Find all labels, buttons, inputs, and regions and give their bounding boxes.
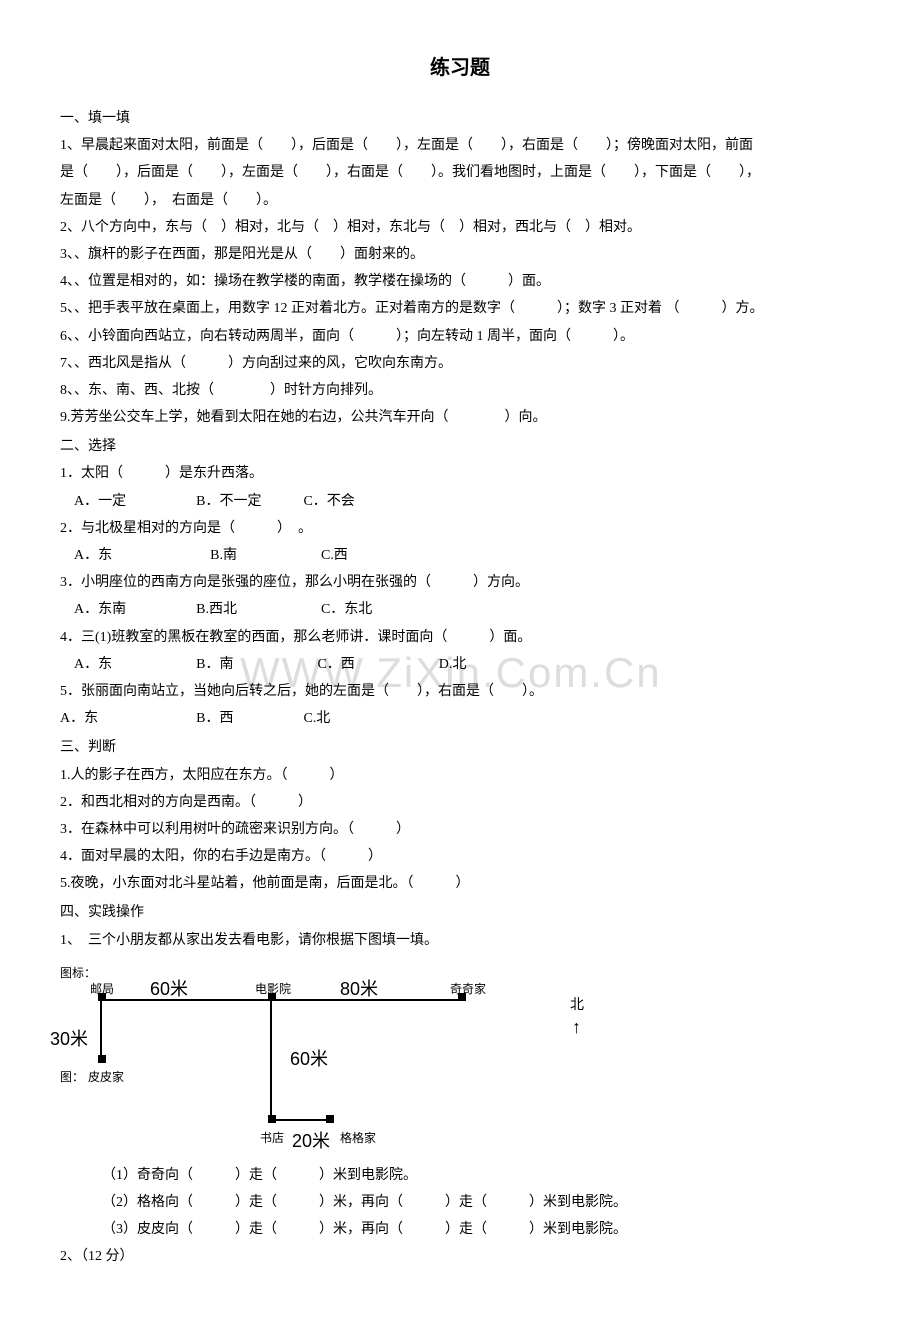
s1-q1c: 左面是（ ）， 右面是（ ）。: [60, 188, 860, 213]
s2-q4opt: A．东 B．南 C．西 D.北: [60, 652, 860, 677]
line-dianyingyuan-shudian: [270, 999, 272, 1119]
s2-q1opt: A．一定 B．不一定 C．不会: [60, 489, 860, 514]
s2-q4: 4．三(1)班教室的黑板在教室的西面，那么老师讲．课时面向（ ）面。: [60, 625, 860, 650]
s4-sub1: （1）奇奇向（ ）走（ ）米到电影院。: [60, 1163, 860, 1188]
qiqijia-label: 奇奇家: [450, 979, 486, 1001]
gegejia-label: 格格家: [340, 1128, 376, 1150]
s1-q4: 4、、位置是相对的，如：操场在教学楼的南面，教学楼在操场的（ ）面。: [60, 269, 860, 294]
section2-head: 二、选择: [60, 434, 860, 459]
map-diagram: 图标： 邮局 60米 电影院 80米 奇奇家 30米 图： 皮皮家 60米 书店…: [60, 963, 680, 1153]
s4-sub3: （3）皮皮向（ ）走（ ）米，再向（ ）走（ ）米到电影院。: [60, 1217, 860, 1242]
d60b-label: 60米: [290, 1043, 328, 1075]
s4-q2: 2、（12 分）: [60, 1244, 860, 1269]
tu-label: 图：: [60, 1067, 84, 1089]
north-arrow-icon: ↑: [572, 1011, 581, 1043]
s3-q1: 1.人的影子在西方，太阳应在东方。（ ）: [60, 763, 860, 788]
s2-q3opt: A．东南 B.西北 C．东北: [60, 597, 860, 622]
s1-q8: 8、、东、南、西、北按（ ）时针方向排列。: [60, 378, 860, 403]
section3-head: 三、判断: [60, 735, 860, 760]
s1-q6: 6、、小铃面向西站立，向右转动两周半，面向（ ）；向左转动 1 周半，面向（ ）…: [60, 324, 860, 349]
s1-q1a: 1、早晨起来面对太阳，前面是（ ），后面是（ ），左面是（ ），右面是（ ）；傍…: [60, 133, 860, 158]
section1-head: 一、填一填: [60, 106, 860, 131]
pipijia-label: 皮皮家: [88, 1067, 124, 1089]
s3-q2: 2．和西北相对的方向是西南。（ ）: [60, 790, 860, 815]
s2-q2opt: A．东 B.南 C.西: [60, 543, 860, 568]
s2-q5opt: A．东 B．西 C.北: [60, 706, 860, 731]
node-pipijia: [98, 1055, 106, 1063]
shudian-label: 书店: [260, 1128, 284, 1150]
s2-q1: 1．太阳（ ）是东升西落。: [60, 461, 860, 486]
line-dianyingyuan-qiqijia: [268, 999, 466, 1001]
d20-label: 20米: [292, 1125, 330, 1157]
s2-q3: 3．小明座位的西南方向是张强的座位，那么小明在张强的（ ）方向。: [60, 570, 860, 595]
s1-q3: 3、、旗杆的影子在西面，那是阳光是从（ ）面射来的。: [60, 242, 860, 267]
d30-label: 30米: [50, 1023, 88, 1055]
s3-q3: 3．在森林中可以利用树叶的疏密来识别方向。（ ）: [60, 817, 860, 842]
s2-q2: 2．与北极星相对的方向是（ ） 。: [60, 516, 860, 541]
s4-sub2: （2）格格向（ ）走（ ）米，再向（ ）走（ ）米到电影院。: [60, 1190, 860, 1215]
s1-q7: 7、、西北风是指从（ ）方向刮过来的风，它吹向东南方。: [60, 351, 860, 376]
s1-q9: 9.芳芳坐公交车上学，她看到太阳在她的右边，公共汽车开向（ ）向。: [60, 405, 860, 430]
line-youju-pipi: [100, 999, 102, 1059]
line-youju-dianyingyuan: [98, 999, 276, 1001]
page-title: 练习题: [60, 50, 860, 86]
s2-q5: 5．张丽面向南站立，当她向后转之后，她的左面是（ ），右面是（ ）。: [60, 679, 860, 704]
s1-q5: 5、、把手表平放在桌面上，用数字 12 正对着北方。正对着南方的是数字（ ）；数…: [60, 296, 860, 321]
s1-q2: 2、八个方向中，东与（ ）相对，北与（ ）相对，东北与（ ）相对，西北与（ ）相…: [60, 215, 860, 240]
section4-head: 四、实践操作: [60, 900, 860, 925]
line-shudian-gege: [270, 1119, 330, 1121]
s1-q1b: 是（ ），后面是（ ），左面是（ ），右面是（ ）。我们看地图时，上面是（ ），…: [60, 160, 860, 185]
s3-q4: 4．面对早晨的太阳，你的右手边是南方。（ ）: [60, 844, 860, 869]
node-gegejia: [326, 1115, 334, 1123]
s4-q1: 1、 三个小朋友都从家出发去看电影，请你根据下图填一填。: [60, 928, 860, 953]
s3-q5: 5.夜晚，小东面对北斗星站着，他前面是南，后面是北。（ ）: [60, 871, 860, 896]
